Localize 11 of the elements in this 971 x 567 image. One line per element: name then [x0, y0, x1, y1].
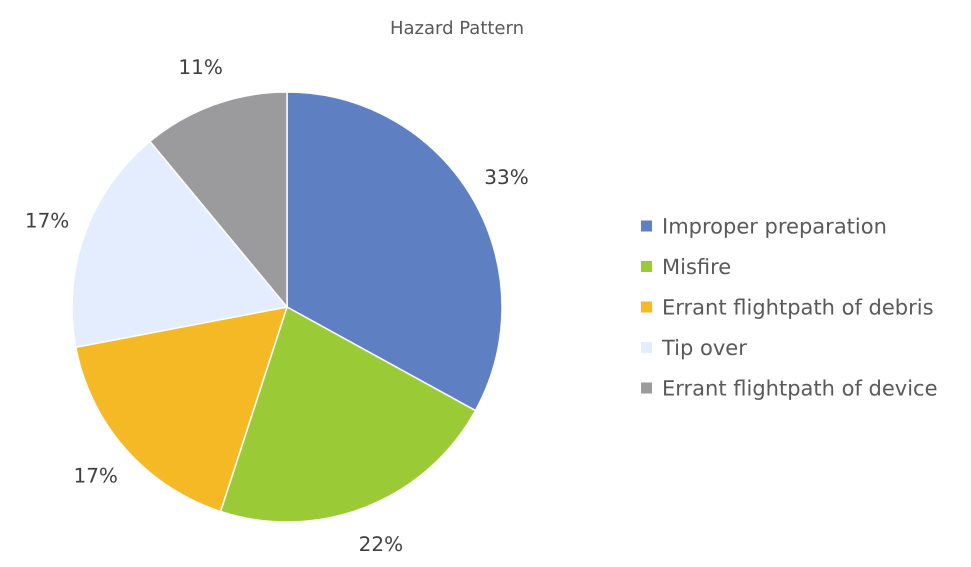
data-label: 33% [484, 165, 529, 190]
chart-title: Hazard Pattern [390, 18, 524, 39]
data-label: 17% [73, 464, 118, 488]
legend-label: Errant flightpath of device [662, 376, 938, 400]
legend-label: Improper preparation [662, 214, 887, 238]
data-label: 22% [358, 532, 404, 556]
data-label: 11% [178, 55, 223, 80]
data-label: 17% [24, 208, 70, 233]
legend-label: Misfire [662, 254, 732, 279]
legend-label: Errant flightpath of debris [662, 295, 934, 320]
legend-label: Tip over [661, 336, 748, 360]
